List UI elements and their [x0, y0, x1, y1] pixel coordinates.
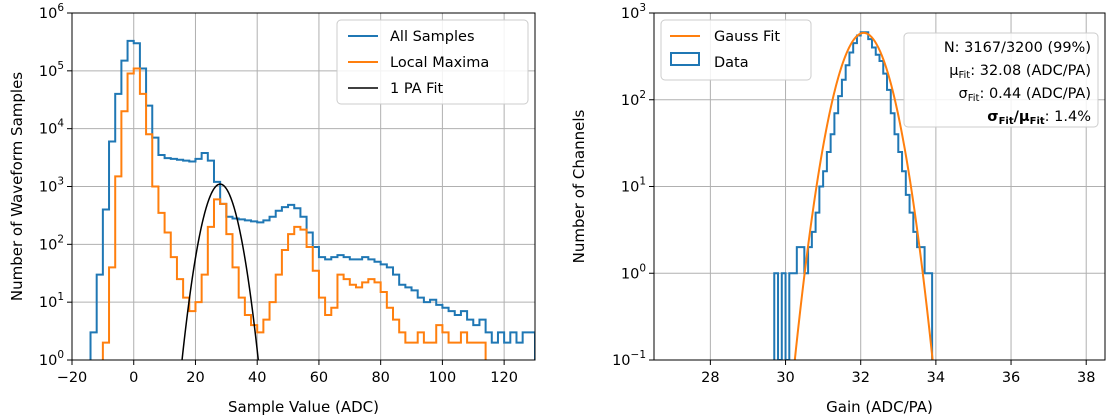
y-tick-label: 104 — [39, 118, 64, 138]
local-maxima-series — [101, 67, 487, 360]
y-tick-label: 103 — [39, 176, 64, 196]
y-tick-label: 101 — [621, 176, 646, 196]
x-tick-label: 100 — [429, 370, 457, 386]
y-tick-label: 101 — [39, 291, 64, 311]
x-tick-label: 0 — [129, 370, 138, 386]
y-tick-label: 100 — [39, 349, 64, 369]
right-x-axis-label: Gain (ADC/PA) — [826, 398, 933, 416]
data-series — [773, 31, 934, 360]
legend-label-local-maxima: Local Maxima — [390, 55, 489, 71]
legend-swatch-data — [670, 52, 700, 66]
x-tick-label: 60 — [310, 370, 328, 386]
right-chart: 28 30 32 34 36 38 10−1 100 101 102 103 Gain (ADC/P… — [570, 2, 1106, 416]
left-ticks: −20 0 20 40 60 80 100 120 100 101 102 103 104 105 106 — [39, 2, 518, 386]
stats-count: N: 3167/3200 (99%) — [944, 40, 1091, 56]
x-tick-label: 32 — [851, 370, 869, 386]
legend-label-data: Data — [714, 55, 749, 71]
y-tick-label: 102 — [621, 89, 646, 109]
x-tick-label: −20 — [57, 370, 88, 386]
left-y-axis-label: Number of Waveform Samples — [8, 72, 26, 301]
pa-fit-series — [181, 183, 260, 360]
x-tick-label: 36 — [1002, 370, 1020, 386]
right-legend: Gauss Fit Data — [660, 19, 812, 81]
legend-label-all-samples: All Samples — [390, 29, 475, 45]
y-tick-label: 106 — [39, 2, 64, 22]
stats-sigma: σFit: 0.44 (ADC/PA) — [959, 86, 1091, 104]
x-tick-label: 38 — [1077, 370, 1095, 386]
stats-ratio: σFit/μFit: 1.4% — [987, 109, 1091, 127]
x-tick-label: 120 — [490, 370, 518, 386]
y-tick-label: 103 — [621, 2, 646, 22]
right-y-axis-label: Number of Channels — [570, 109, 588, 263]
legend-label-gauss-fit: Gauss Fit — [714, 29, 780, 45]
legend-label-pa-fit: 1 PA Fit — [390, 81, 443, 97]
gauss-fit-series — [793, 31, 934, 360]
all-samples-series — [89, 39, 535, 360]
x-tick-label: 34 — [927, 370, 945, 386]
left-chart: −20 0 20 40 60 80 100 120100101102103104105106 … — [8, 2, 536, 416]
left-legend: All Samples Local Maxima 1 PA Fit — [336, 19, 529, 105]
x-tick-label: 80 — [371, 370, 389, 386]
x-tick-label: 40 — [248, 370, 266, 386]
y-tick-label: 100 — [621, 262, 646, 282]
y-tick-label: 105 — [39, 60, 64, 80]
stats-box: N: 3167/3200 (99%) μFit: 32.08 (ADC/PA) … — [903, 32, 1099, 128]
stats-mean: μFit: 32.08 (ADC/PA) — [949, 63, 1091, 81]
x-tick-label: 30 — [776, 370, 794, 386]
right-ticks: 28 30 32 34 36 38 10−1 100 101 102 103 — [612, 2, 1095, 386]
x-tick-label: 20 — [186, 370, 204, 386]
left-x-axis-label: Sample Value (ADC) — [228, 398, 379, 416]
y-tick-label: 10−1 — [612, 349, 646, 369]
x-tick-label: 28 — [701, 370, 719, 386]
y-tick-label: 102 — [39, 233, 64, 253]
